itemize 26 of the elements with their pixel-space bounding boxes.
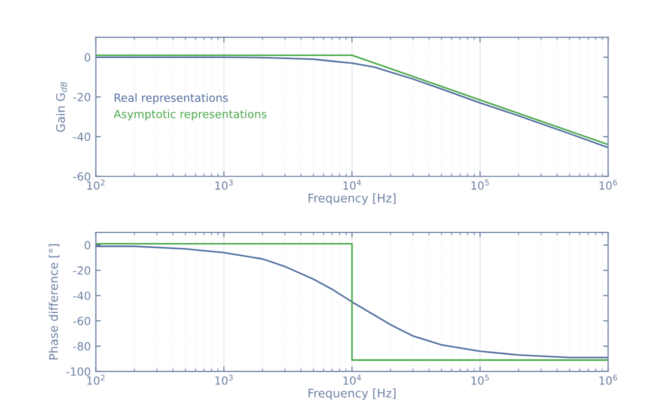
y-tick-label: -40	[73, 132, 90, 142]
text: Real representations	[114, 93, 228, 104]
x-tick-label: 10$^{5}$	[471, 180, 489, 190]
x-tick-label: 10$^{4}$	[343, 180, 361, 190]
x-tick-label: 10$^{6}$	[600, 180, 618, 190]
y-tick-label: -60	[73, 172, 90, 181]
x-tick-label: 10$^{4}$	[343, 374, 361, 385]
y-tick-label: -80	[73, 342, 90, 351]
y-tick-label: 0	[84, 241, 90, 250]
x-tick-label: 10$^{3}$	[215, 374, 233, 385]
x-tick-label: 10$^{3}$	[215, 180, 233, 190]
y-axis-title: Phase difference [°]	[48, 244, 60, 360]
y-tick-label: -60	[73, 316, 90, 326]
y-axis-title: Gain G$_{dB}$	[56, 82, 67, 132]
x-tick-label: 10$^{2}$	[87, 180, 104, 190]
y-tick-label: -20	[73, 266, 90, 275]
x-tick-label: 10$^{2}$	[87, 374, 104, 385]
y-tick-label: 0	[84, 53, 90, 62]
x-axis-title: Frequency [Hz]	[308, 193, 396, 205]
text: Asymptotic representations	[114, 110, 266, 120]
x-tick-label: 10$^{6}$	[600, 374, 618, 385]
y-tick-label: -40	[73, 292, 90, 300]
x-axis-title: Frequency [Hz]	[308, 388, 396, 400]
y-tick-label: -100	[66, 367, 90, 376]
x-tick-label: 10$^{5}$	[471, 374, 489, 385]
y-tick-label: -20	[73, 92, 90, 102]
